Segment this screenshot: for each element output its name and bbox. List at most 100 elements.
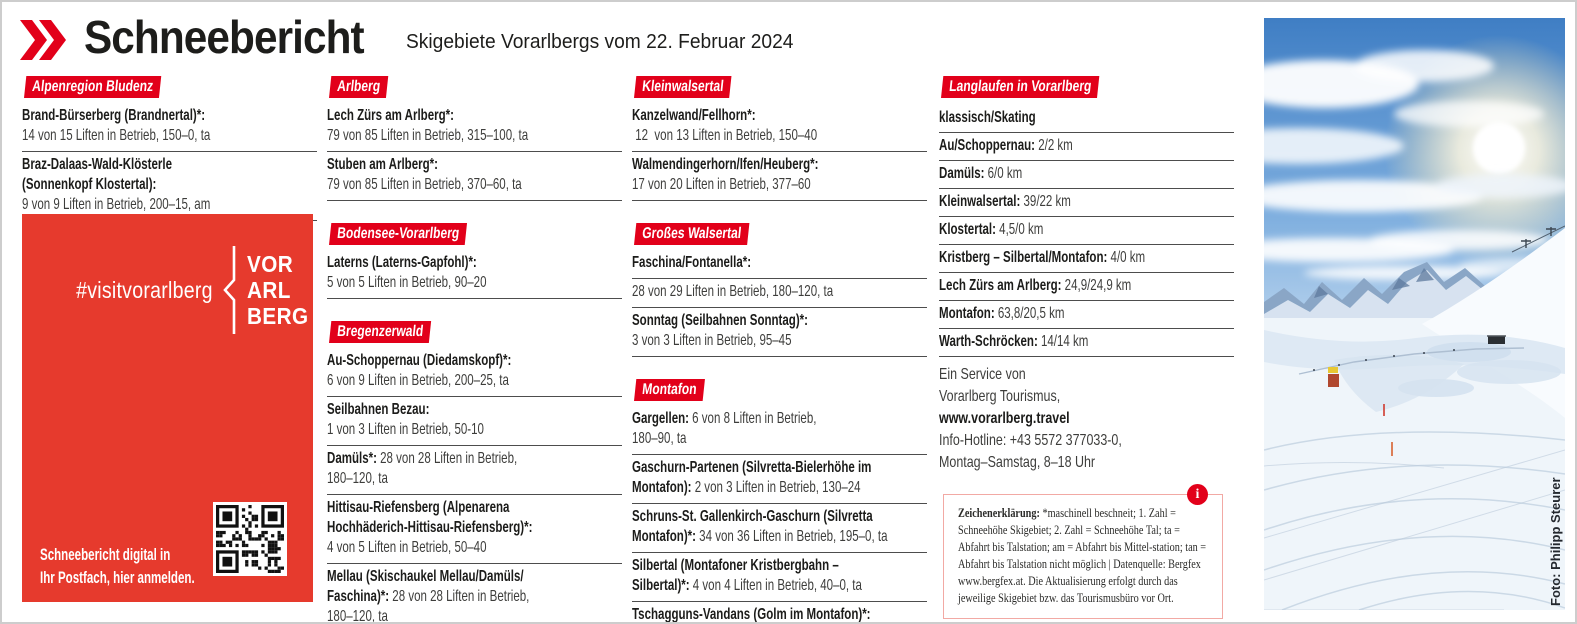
resort-status: 39/22 km: [1020, 193, 1071, 210]
logo-line: VOR: [246, 251, 293, 277]
section-badge: Langlaufen in Vorarlberg: [941, 76, 1100, 98]
entry-line: Silbertal)*: 4 von 4 Liften in Betrieb, …: [632, 576, 862, 596]
entry-line: 3 von 3 Liften in Betrieb, 95–45: [632, 331, 844, 351]
resort-name: Brand-Bürserberg (Brandnertal)*:: [22, 107, 206, 124]
report-section: Kleinwalsertal Kanzelwand/Fellhorn*: 12 v…: [632, 76, 927, 201]
service-line: Montag–Samstag, 8–18 Uhr: [939, 452, 1167, 474]
legend-text: Zeichenerklärung: *maschinell beschneit;…: [958, 505, 1210, 607]
service-url[interactable]: www.vorarlberg.travel: [939, 408, 1167, 430]
entry-line: 4 von 5 Liften in Betrieb, 50–40: [327, 538, 539, 558]
resort-name: Braz-Dalaas-Wald-Klösterle: [22, 156, 173, 173]
resort-status: 28 von 29 Liften in Betrieb, 180–120, ta: [632, 283, 834, 300]
report-section: Bodensee-Vorarlberg Laterns (Laterns-Gapf…: [327, 223, 622, 299]
report-entry: Stuben am Arlberg*: 79 von 85 Liften in B…: [327, 152, 622, 201]
resort-name: Gaschurn-Partenen (Silvretta-Bielerhöhe …: [632, 459, 872, 476]
resort-name: (Sonnenkopf Klostertal):: [22, 176, 157, 193]
resort-status: 4 von 4 Liften in Betrieb, 40–0, ta: [689, 577, 862, 594]
qr-code[interactable]: [213, 502, 287, 576]
report-section: Langlaufen in Vorarlberg klassisch/Skatin…: [939, 76, 1234, 357]
legend-body: *maschinell beschneit; 1. Zahl = Schneeh…: [958, 506, 1207, 605]
entry-line: 180–90, ta: [632, 429, 844, 449]
entry-line: Au-Schoppernau (Diedamskopf)*:: [327, 351, 539, 371]
resort-status: 6/0 km: [984, 165, 1023, 182]
visitvorarlberg-promo-box: #visitvorarlberg VOR ARL BERG Schneeberi…: [22, 214, 313, 602]
resort-status: 2/2 km: [1035, 137, 1073, 154]
report-entry: Sonntag (Seilbahnen Sonntag)*: 3 von 3 Li…: [632, 308, 927, 357]
resort-name: Klostertal:: [939, 221, 996, 238]
resort-name: Montafon):: [632, 479, 692, 496]
resort-name: Damüls:: [939, 165, 985, 182]
report-entry: Laterns (Laterns-Gapfohl)*: 5 von 5 Lifte…: [327, 252, 622, 299]
entry-line: Damüls*: 28 von 28 Liften in Betrieb,: [327, 449, 539, 469]
entry-line: Hochhäderich-Hittisau-Riefensberg)*:: [327, 518, 539, 538]
resort-status: 2 von 3 Liften in Betrieb, 130–24: [691, 479, 861, 496]
entry-line: Mellau (Skischaukel Mellau/Damüls/: [327, 567, 539, 587]
resort-name: Sonntag (Seilbahnen Sonntag)*:: [632, 312, 808, 329]
entry-line: Laterns (Laterns-Gapfohl)*:: [327, 253, 539, 273]
report-section: Montafon Gargellen: 6 von 8 Liften in Bet…: [632, 379, 927, 622]
service-text: Ein Service von: [939, 366, 1026, 383]
resort-name: klassisch/Skating: [939, 109, 1036, 126]
report-section: Großes Walsertal Faschina/Fontanella*: 28 …: [632, 223, 927, 357]
resort-name: Faschina/Fontanella*:: [632, 254, 752, 271]
legend-box: i Zeichenerklärung: *maschinell beschnei…: [943, 484, 1223, 619]
resort-name: Hochhäderich-Hittisau-Riefensberg)*:: [327, 519, 533, 536]
report-entry: Tschagguns-Vandans (Golm im Montafon)*:7…: [632, 602, 927, 622]
section-badge: Arlberg: [329, 76, 389, 98]
resort-status: 17 von 20 Liften in Betrieb, 377–60: [632, 176, 811, 193]
resort-name: Walmendingerhorn/Ifen/Heuberg*:: [632, 156, 819, 173]
logo-wordmark: VOR ARL BERG: [247, 251, 315, 329]
entry-line: Stuben am Arlberg*:: [327, 155, 539, 175]
logo-line: BERG: [246, 303, 309, 329]
entry-line: Seilbahnen Bezau:: [327, 400, 539, 420]
entry-line: Sonntag (Seilbahnen Sonntag)*:: [632, 311, 844, 331]
header: Schneebericht Skigebiete Vorarlbergs vom…: [20, 14, 810, 60]
resort-status: 14 von 15 Liften in Betrieb, 150–0, ta: [22, 127, 211, 144]
service-line: Info-Hotline: +43 5572 377033-0,: [939, 430, 1167, 452]
section-badge: Großes Walsertal: [634, 223, 750, 245]
resort-status: 1 von 3 Liften in Betrieb, 50-10: [327, 421, 484, 438]
entry-line: Faschina/Fontanella*:: [632, 253, 844, 273]
entry-line: Gargellen: 6 von 8 Liften in Betrieb,: [632, 409, 844, 429]
entry-line: Schruns-St. Gallenkirch-Gaschurn (Silvre…: [632, 507, 873, 527]
hashtag-text: #visitvorarlberg: [76, 276, 213, 303]
resort-name: Au/Schoppernau:: [939, 137, 1036, 154]
report-entry: Au-Schoppernau (Diedamskopf)*: 6 von 9 Li…: [327, 350, 622, 397]
report-entry: Lech Zürs am Arlberg*: 79 von 85 Liften i…: [327, 105, 622, 152]
resort-status: 24,9/24,9 km: [1061, 277, 1132, 294]
logo-bracket-icon: [223, 246, 236, 334]
report-entry: Hittisau-Riefensberg (Alpenarena Hochhäde…: [327, 495, 622, 564]
entry-line: Montafon: 63,8/20,5 km: [939, 304, 1151, 324]
newsletter-cta[interactable]: Schneebericht digital in Ihr Postfach, h…: [40, 544, 261, 590]
entry-line: 79 von 85 Liften in Betrieb, 370–60, ta: [327, 175, 539, 195]
entry-line: 28 von 29 Liften in Betrieb, 180–120, ta: [632, 282, 844, 302]
entry-line: 17 von 20 Liften in Betrieb, 377–60: [632, 175, 844, 195]
double-chevron-icon: [20, 20, 66, 60]
resort-name: Warth-Schröcken:: [939, 333, 1038, 350]
resort-status: 28 von 28 Liften in Betrieb,: [376, 450, 518, 467]
entry-line: 1 von 3 Liften in Betrieb, 50-10: [327, 420, 539, 440]
report-entry: Schruns-St. Gallenkirch-Gaschurn (Silvre…: [632, 504, 927, 553]
entry-line: Klostertal: 4,5/0 km: [939, 220, 1151, 240]
entry-line: Lech Zürs am Arlberg*:: [327, 106, 539, 126]
report-entry: Walmendingerhorn/Ifen/Heuberg*: 17 von 20…: [632, 152, 927, 201]
resort-status: 34 von 36 Liften in Betrieb, 195–0, ta: [695, 528, 888, 545]
resort-name: Kristberg – Silbertal/Montafon:: [939, 249, 1108, 266]
entry-line: Kanzelwand/Fellhorn*:: [632, 106, 844, 126]
resort-name: Lech Zürs am Arlberg*:: [327, 107, 454, 124]
resort-name: Silbertal (Montafoner Kristbergbahn –: [632, 557, 839, 574]
report-entry: klassisch/Skating: [939, 105, 1234, 133]
resort-name: Kleinwalsertal:: [939, 193, 1021, 210]
report-column-1: Alpenregion Bludenz Brand-Bürserberg (Bra…: [22, 76, 317, 221]
section-badge: Alpenregion Bludenz: [24, 76, 162, 98]
report-column-3: Kleinwalsertal Kanzelwand/Fellhorn*: 12 v…: [632, 76, 927, 622]
report-entry: Faschina/Fontanella*:: [632, 252, 927, 279]
entry-line: 79 von 85 Liften in Betrieb, 315–100, ta: [327, 126, 539, 146]
resort-status: 3 von 3 Liften in Betrieb, 95–45: [632, 332, 792, 349]
entry-line: 180–120, ta: [327, 469, 539, 489]
resort-status: 6 von 9 Liften in Betrieb, 200–25, ta: [327, 372, 509, 389]
entry-line: Faschina)*: 28 von 28 Liften in Betrieb,: [327, 587, 539, 607]
resort-name: Gargellen:: [632, 410, 689, 427]
entry-line: 180–120, ta: [327, 607, 539, 622]
resort-name: Faschina)*:: [327, 588, 390, 605]
